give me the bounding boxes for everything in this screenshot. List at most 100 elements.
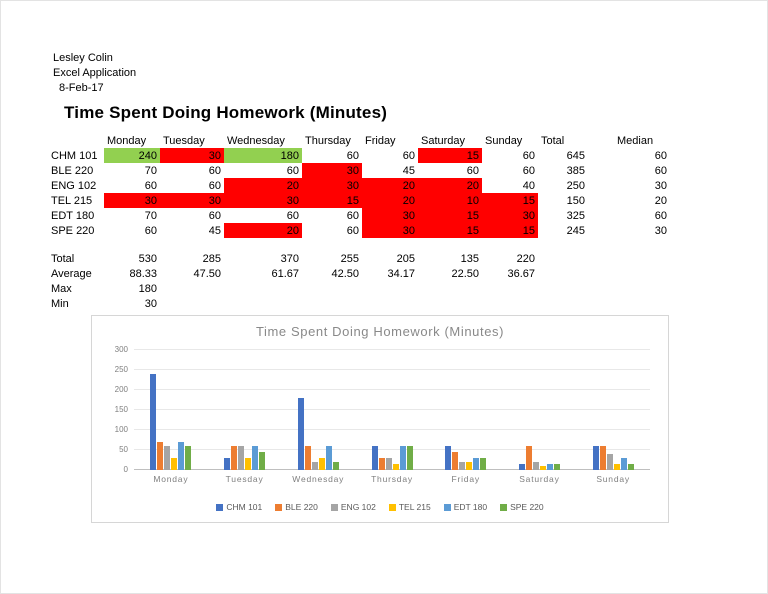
bar-tel-215[interactable] [245,458,252,470]
summary-cell[interactable] [224,296,302,311]
bar-ble-220[interactable] [304,446,311,470]
table-cell[interactable]: 30 [362,223,418,238]
bar-eng-102[interactable] [311,462,318,470]
bar-ble-220[interactable] [157,442,164,470]
summary-cell[interactable]: 205 [396,252,415,265]
bar-spe-220[interactable] [259,452,266,470]
table-cell[interactable]: 30 [160,193,224,208]
summary-cell[interactable]: 47.50 [193,267,221,280]
bar-edt-180[interactable] [178,442,185,470]
table-cell[interactable]: 30 [104,193,160,208]
legend-item-tel-215[interactable]: TEL 215 [388,502,431,512]
table-cell[interactable]: 60 [144,179,157,192]
table-cell[interactable]: 60 [286,164,299,177]
total-cell[interactable]: 250 [566,179,585,192]
table-cell[interactable]: 60 [522,164,535,177]
summary-cell[interactable]: 30 [144,297,157,310]
column-header[interactable]: Friday [365,134,396,147]
bar-ble-220[interactable] [599,446,606,470]
table-cell[interactable]: 60 [346,209,359,222]
summary-cell[interactable] [482,296,538,311]
bar-ble-220[interactable] [452,452,459,470]
bar-chm-101[interactable] [224,458,231,470]
table-cell[interactable]: 20 [362,178,418,193]
table-cell[interactable]: 15 [418,148,482,163]
bar-ble-220[interactable] [231,446,238,470]
bar-edt-180[interactable] [252,446,259,470]
summary-cell[interactable]: 220 [516,252,535,265]
median-cell[interactable]: 30 [654,224,667,237]
summary-cell[interactable] [302,281,362,296]
summary-cell[interactable]: 42.50 [331,267,359,280]
bar-tel-215[interactable] [318,458,325,470]
row-label[interactable]: BLE 220 [51,164,94,177]
summary-cell[interactable] [418,281,482,296]
median-cell[interactable]: 30 [654,179,667,192]
legend-item-chm-101[interactable]: CHM 101 [216,502,262,512]
summary-cell[interactable] [302,296,362,311]
row-label[interactable]: ENG 102 [51,179,97,192]
bar-chm-101[interactable] [518,464,525,470]
bar-spe-220[interactable] [553,464,560,470]
total-cell[interactable]: 245 [566,224,585,237]
bar-edt-180[interactable] [620,458,627,470]
table-cell[interactable]: 70 [144,164,157,177]
table-cell[interactable]: 15 [418,223,482,238]
table-cell[interactable]: 60 [208,179,221,192]
summary-label[interactable]: Max [51,282,72,295]
median-column-header[interactable]: Median [617,134,654,147]
legend-item-eng-102[interactable]: ENG 102 [330,502,376,512]
column-header[interactable]: Saturday [421,134,466,147]
bar-ble-220[interactable] [525,446,532,470]
summary-cell[interactable]: 255 [340,252,359,265]
summary-cell[interactable]: 370 [280,252,299,265]
table-cell[interactable]: 60 [522,149,535,162]
table-cell[interactable]: 30 [302,178,362,193]
table-cell[interactable]: 60 [466,164,479,177]
table-cell[interactable]: 15 [482,223,538,238]
total-cell[interactable]: 150 [566,194,585,207]
column-header[interactable]: Sunday [485,134,523,147]
bar-spe-220[interactable] [332,462,339,470]
bar-spe-220[interactable] [406,446,413,470]
table-cell[interactable]: 60 [286,209,299,222]
median-cell[interactable]: 60 [654,149,667,162]
column-header[interactable]: Thursday [305,134,351,147]
bar-eng-102[interactable] [532,462,539,470]
bar-chm-101[interactable] [592,446,599,470]
column-header[interactable]: Tuesday [163,134,205,147]
table-cell[interactable]: 15 [302,193,362,208]
total-column-header[interactable]: Total [541,134,565,147]
column-header[interactable]: Wednesday [227,134,285,147]
summary-cell[interactable] [224,281,302,296]
bar-spe-220[interactable] [627,464,634,470]
bar-eng-102[interactable] [385,458,392,470]
row-label[interactable]: TEL 215 [51,194,93,207]
summary-cell[interactable]: 22.50 [451,267,479,280]
summary-cell[interactable] [160,281,224,296]
table-cell[interactable]: 20 [224,223,302,238]
table-cell[interactable]: 30 [224,193,302,208]
bar-eng-102[interactable] [606,454,613,470]
bar-eng-102[interactable] [459,462,466,470]
summary-cell[interactable]: 36.67 [507,267,535,280]
bar-tel-215[interactable] [392,464,399,470]
median-cell[interactable]: 60 [654,209,667,222]
median-cell[interactable]: 60 [654,164,667,177]
table-cell[interactable]: 240 [104,148,160,163]
summary-label[interactable]: Min [51,297,69,310]
table-cell[interactable]: 20 [418,178,482,193]
row-label[interactable]: EDT 180 [51,209,95,222]
summary-cell[interactable]: 34.17 [387,267,415,280]
table-cell[interactable]: 60 [346,224,359,237]
summary-cell[interactable] [418,296,482,311]
bar-tel-215[interactable] [539,466,546,470]
legend-item-ble-220[interactable]: BLE 220 [275,502,318,512]
table-cell[interactable]: 40 [522,179,535,192]
table-cell[interactable]: 10 [418,193,482,208]
summary-cell[interactable]: 135 [460,252,479,265]
table-cell[interactable]: 70 [144,209,157,222]
bar-edt-180[interactable] [546,464,553,470]
median-cell[interactable]: 20 [654,194,667,207]
table-cell[interactable]: 30 [362,208,418,223]
